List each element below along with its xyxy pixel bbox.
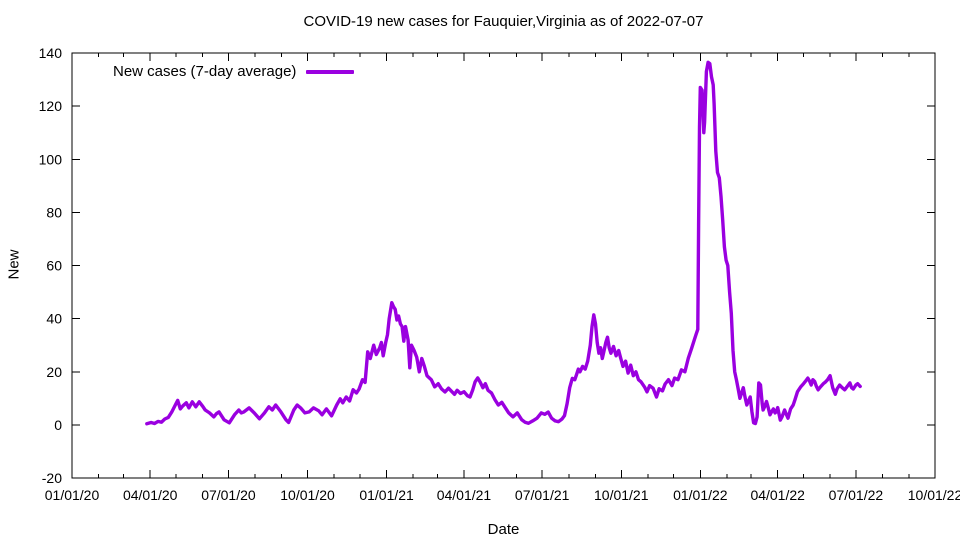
y-tick-label: 60 bbox=[46, 258, 62, 274]
chart-title: COVID-19 new cases for Fauquier,Virginia… bbox=[303, 13, 704, 30]
x-tick-label: 07/01/22 bbox=[829, 487, 884, 503]
x-tick-label: 04/01/21 bbox=[437, 487, 492, 503]
x-tick-label: 01/01/22 bbox=[673, 487, 728, 503]
y-tick-label: 140 bbox=[39, 45, 63, 61]
data-line-new-cases bbox=[145, 60, 862, 426]
y-tick-label: 20 bbox=[46, 364, 62, 380]
x-tick-label: 04/01/22 bbox=[750, 487, 805, 503]
legend-line-sample-icon bbox=[306, 69, 355, 74]
legend-label: New cases (7-day average) bbox=[113, 63, 297, 80]
x-tick-label: 07/01/21 bbox=[515, 487, 570, 503]
y-tick-label: 0 bbox=[54, 417, 62, 433]
x-tick-label: 01/01/20 bbox=[45, 487, 100, 503]
y-tick-label: 40 bbox=[46, 311, 62, 327]
x-tick-label: 10/01/21 bbox=[594, 487, 649, 503]
y-tick-label: 120 bbox=[39, 98, 63, 114]
x-tick-label: 10/01/22 bbox=[908, 487, 960, 503]
plot-border bbox=[71, 52, 936, 479]
x-tick-label: 07/01/20 bbox=[201, 487, 256, 503]
y-tick-label: -20 bbox=[42, 470, 62, 486]
x-tick-label: 04/01/20 bbox=[123, 487, 178, 503]
y-axis-label: New bbox=[5, 249, 23, 280]
y-tick-label: 100 bbox=[39, 151, 63, 167]
x-tick-label: 10/01/20 bbox=[280, 487, 335, 503]
x-tick-label: 01/01/21 bbox=[359, 487, 414, 503]
legend: New cases (7-day average) bbox=[113, 63, 355, 80]
y-tick-label: 80 bbox=[46, 204, 62, 220]
x-axis-label: Date bbox=[487, 521, 520, 538]
